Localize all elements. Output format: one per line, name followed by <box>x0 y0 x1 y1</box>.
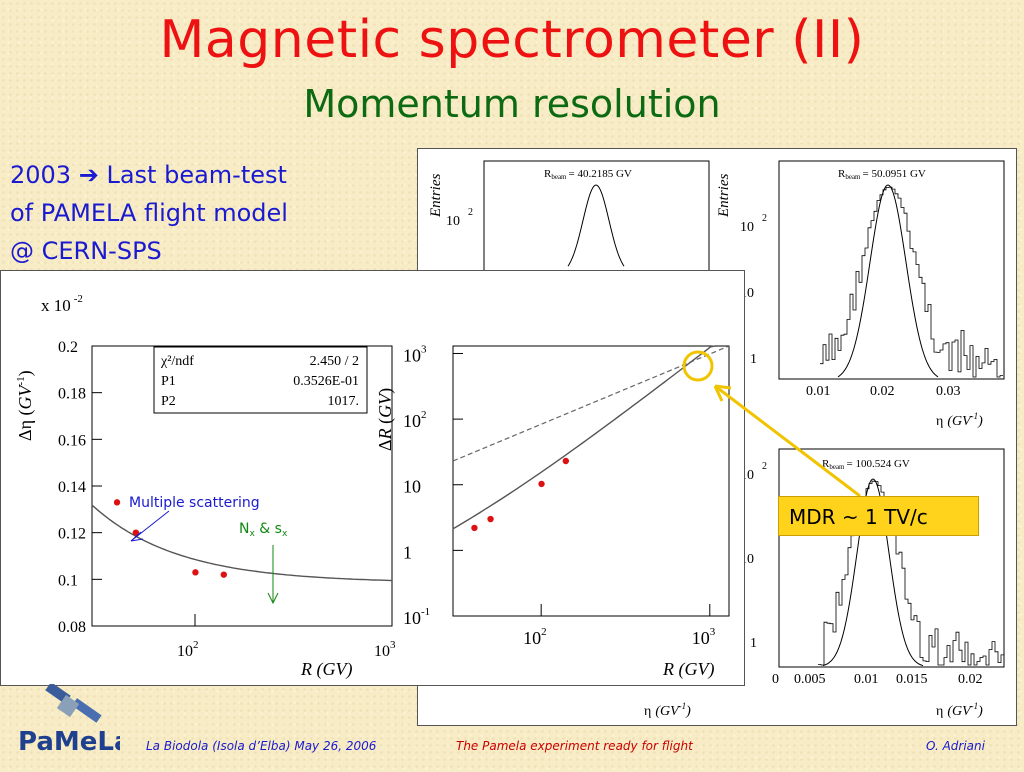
hist1-ytick: 10 <box>446 214 460 229</box>
hist3-xtick-3: 0.01 <box>854 672 879 687</box>
hist2-xtick-2: 0.02 <box>870 384 895 399</box>
hist2-title: Rbeam = 50.0951 GV <box>838 168 926 181</box>
eta-data-point <box>192 569 199 576</box>
eta-ytick-label: 0.16 <box>58 432 86 449</box>
hist2-xtick-1: 0.01 <box>806 384 831 399</box>
dr-plot-frame <box>452 345 730 617</box>
hist2-ytick-1: 1 <box>750 352 757 367</box>
ms-arrow-line <box>130 510 170 542</box>
hist3-ytick-1: 1 <box>750 636 757 651</box>
hist1-ytick-exp: 2 <box>468 207 473 218</box>
dr-ytick-label: 10 <box>403 477 421 497</box>
eta-ytick-label: 0.12 <box>58 526 86 543</box>
slide-title: Magnetic spectrometer (II) <box>159 10 865 70</box>
eta-ytick-label: 0.1 <box>58 572 78 589</box>
bullet-line-1: 2003 ➔ Last beam-test <box>10 161 287 189</box>
hist3-title: Rbeam = 100.524 GV <box>822 458 910 471</box>
dr-ytick-label: 103 <box>403 343 427 365</box>
hist2-ylabel: Entries <box>716 174 732 218</box>
eta-data-point <box>220 571 227 578</box>
dr-xtick-label: 103 <box>692 626 716 648</box>
bullet-line-3: @ CERN-SPS <box>10 237 162 265</box>
hist2-frame <box>778 160 1005 380</box>
fit-row-value: 2.450 / 2 <box>310 354 359 369</box>
resolution-svg: x 10 -2 Δη (GV-1) 0.20.180.160.140.120.10… <box>15 293 730 680</box>
logo-text: PaMeLa <box>18 727 120 757</box>
dr-xtick-label: 102 <box>523 626 547 648</box>
dr-ylabel: ΔR (GV) <box>375 388 396 451</box>
mdr-callout: MDR ~ 1 TV/c <box>778 496 979 536</box>
hist3-xtick-4: 0.015 <box>896 672 928 687</box>
dr-xlabel: R (GV) <box>662 659 714 680</box>
fit-row-value: 0.3526E-01 <box>293 374 359 389</box>
eta-data-point <box>132 529 140 536</box>
eta-ytick-label: 0.08 <box>58 619 86 636</box>
eta-data-point <box>113 499 121 506</box>
dr-data-point <box>562 457 570 465</box>
dr-data-points <box>471 457 570 532</box>
hist3-xtick-1: 0 <box>772 672 779 687</box>
eta-ytick-label: 0.18 <box>58 386 86 403</box>
hist3-ytick-100-exp: 2 <box>762 461 767 472</box>
hist2-ytick-100-exp: 2 <box>762 213 767 224</box>
dr-ytick-label: 10-1 <box>403 606 430 628</box>
dr-ytick-label: 1 <box>403 542 412 562</box>
eta-ylabel: Δη (GV-1) <box>15 370 36 441</box>
eta-xlabel: R (GV) <box>300 659 352 680</box>
dr-xticks: 102 103 <box>523 604 716 648</box>
fit-row-name: P2 <box>161 394 176 409</box>
ms-arrow-head <box>130 531 144 542</box>
nx-sx-label: Nx & sx <box>239 521 288 539</box>
footer-talk-title: The Pamela experiment ready for flight <box>456 739 693 753</box>
hist1-ylabel: Entries <box>428 174 444 218</box>
multiple-scattering-label: Multiple scattering <box>129 495 260 511</box>
nx-sx-arrow-head <box>267 592 279 605</box>
mdr-arrow-head <box>713 384 732 402</box>
fit-row-name: χ²/ndf <box>160 354 194 369</box>
hist2-xtick-3: 0.03 <box>936 384 961 399</box>
dr-data-point <box>538 480 545 488</box>
arrow-icon: ➔ <box>78 161 99 189</box>
mdr-circle <box>682 350 714 382</box>
hist1-xlabel: η (GV-1) <box>644 701 691 719</box>
resolution-panel: x 10 -2 Δη (GV-1) 0.2 0.18 0.16 0.14 0.12 0.1 0… <box>0 270 745 686</box>
eta-yticks: 0.2 0.18 0.16 0.14 0.12 0.1 0.08 <box>58 339 102 636</box>
pamela-logo: PaMeLa <box>16 682 132 768</box>
hist1-title: Rbeam = 40.2185 GV <box>544 168 632 181</box>
bullet-text: 2003 ➔ Last beam-test of PAMELA flight m… <box>10 156 410 270</box>
hist2-ytick-100: 10 <box>740 220 754 235</box>
eta-ytick-label: 0.2 <box>58 339 78 356</box>
hist3-xlabel: η (GV-1) <box>936 701 983 719</box>
hist3-xtick-2: 0.005 <box>794 672 826 687</box>
dr-ytick-label: 102 <box>403 409 427 431</box>
hist2-histogram <box>820 186 1003 378</box>
eta-xtick-label: 103 <box>374 639 396 660</box>
fit-row-name: P1 <box>161 374 176 389</box>
footer-author: O. Adriani <box>926 739 985 753</box>
fit-box <box>153 346 368 414</box>
footer-location-date: La Biodola (Isola d’Elba) May 26, 2006 <box>146 739 377 753</box>
eta-ytick-label: 0.14 <box>58 479 86 496</box>
hist2-xlabel: η (GV-1) <box>936 411 983 429</box>
slide-subtitle: Momentum resolution <box>303 82 721 126</box>
mdr-arrow-line <box>714 384 861 498</box>
hist2-fit-curve <box>837 184 939 378</box>
eta-xtick-label: 102 <box>177 639 199 660</box>
bullet-line-2: of PAMELA flight model <box>10 199 288 227</box>
satellite-icon: PaMeLa <box>18 682 132 757</box>
hist3-xtick-5: 0.02 <box>958 672 983 687</box>
hist3-fit-curve <box>822 478 924 667</box>
fit-row-value: 1017. <box>328 394 360 409</box>
hist3-frame <box>778 448 1005 668</box>
eta-xticks: 102 103 <box>177 614 396 660</box>
eta-scale-label: x 10 -2 <box>41 293 83 315</box>
eta-data-points <box>113 499 227 578</box>
dr-data-point <box>487 515 494 523</box>
hist1-curve <box>567 184 625 267</box>
hist3-histogram <box>818 480 1004 666</box>
dr-data-point <box>471 524 478 532</box>
fit-box-rows: χ²/ndf 2.450 / 2 P1 0.3526E-01 P2 1017. <box>160 354 359 409</box>
